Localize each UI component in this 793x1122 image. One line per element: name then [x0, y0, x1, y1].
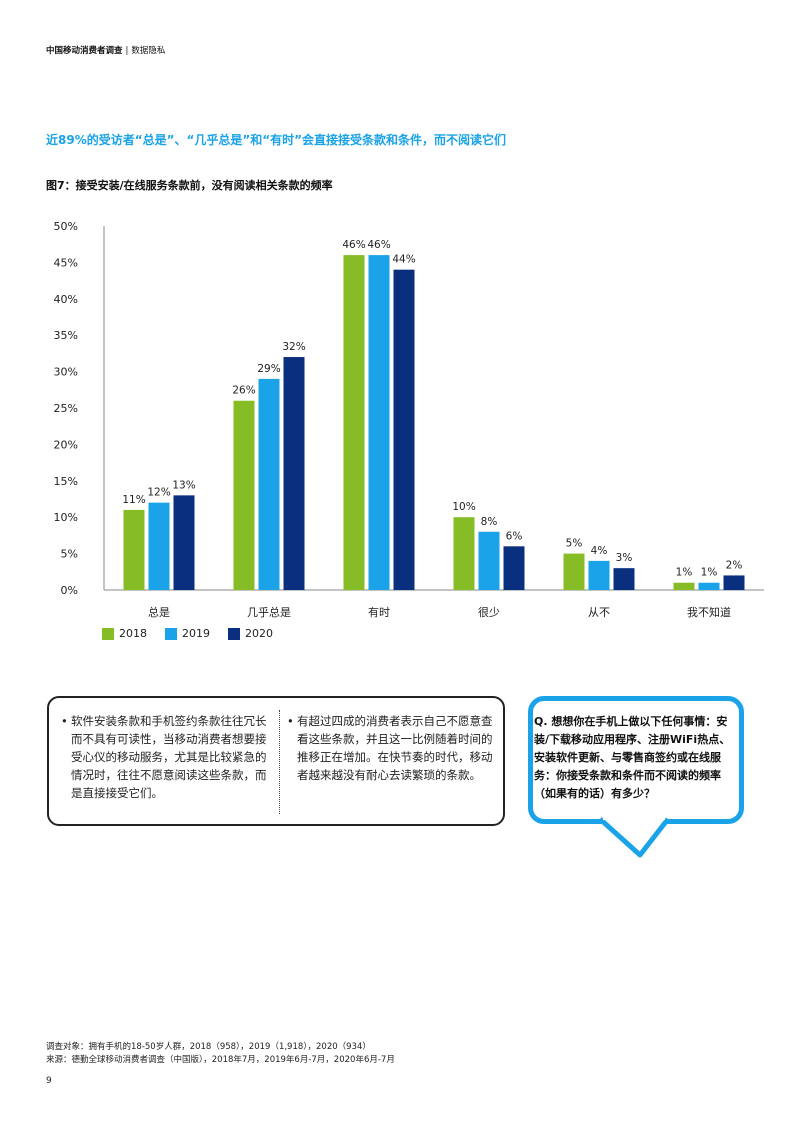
bullet-icon: • [61, 714, 68, 728]
legend-label: 2018 [119, 627, 147, 640]
bar [123, 509, 145, 590]
bar [698, 582, 720, 590]
data-label: 46% [367, 239, 390, 251]
data-label: 32% [282, 341, 305, 353]
y-tick-label: 5% [61, 548, 78, 561]
bar [588, 560, 610, 590]
bar [283, 357, 305, 590]
page-number: 9 [46, 1076, 52, 1086]
x-tick-label: 几乎总是 [247, 605, 291, 619]
data-label: 12% [147, 487, 170, 499]
legend-entry: 2019 [165, 627, 210, 640]
note-divider [279, 710, 280, 814]
data-label: 1% [676, 567, 693, 579]
x-tick-label: 我不知道 [687, 605, 731, 619]
y-tick-label: 20% [54, 438, 78, 451]
headline: 近89%的受访者“总是”、“几乎总是”和“有时”会直接接受条款和条件，而不阅读它… [46, 133, 507, 147]
note-text: 有超过四成的消费者表示自己不愿意查看这些条款，并且这一比例随着时间的推移正在增加… [297, 714, 493, 782]
bar [173, 495, 195, 590]
y-tick-label: 50% [54, 220, 78, 233]
data-label: 13% [172, 479, 195, 491]
x-tick-label: 有时 [368, 605, 390, 619]
data-label: 8% [481, 516, 498, 528]
bar [393, 269, 415, 590]
bar [368, 255, 390, 590]
data-label: 1% [701, 567, 718, 579]
notes-box: • 软件安装条款和手机签约条款往往冗长而不具有可读性，当移动消费者想要接受心仪的… [47, 696, 505, 826]
footnote-line: 来源：德勤全球移动消费者调查（中国版），2018年7月，2019年6月-7月，2… [46, 1055, 395, 1065]
data-label: 10% [452, 501, 475, 513]
question-text: Q. 想想你在手机上做以下任何事情：安装/下载移动应用程序、注册WiFi热点、安… [534, 715, 731, 800]
y-tick-label: 15% [54, 475, 78, 488]
page-header: 中国移动消费者调查 | 数据隐私 [46, 46, 166, 56]
data-label: 11% [122, 494, 145, 506]
x-tick-label: 从不 [588, 606, 610, 619]
data-label: 3% [616, 552, 633, 564]
figure-title: 图7：接受安装/在线服务条款前，没有阅读相关条款的频率 [46, 179, 333, 192]
bar [453, 517, 475, 590]
data-label: 6% [506, 530, 523, 542]
bullet-icon: • [287, 714, 294, 728]
y-tick-label: 30% [54, 366, 78, 379]
data-label: 44% [392, 254, 415, 266]
bar [673, 582, 695, 590]
data-label: 46% [342, 239, 365, 251]
note-item: • 软件安装条款和手机签约条款往往冗长而不具有可读性，当移动消费者想要接受心仪的… [61, 712, 277, 802]
bar [233, 400, 255, 590]
legend-swatch [165, 627, 177, 640]
x-tick-label: 总是 [148, 605, 170, 619]
footnote: 调查对象：拥有手机的18-50岁人群，2018（958），2019（1,918）… [46, 1041, 395, 1067]
data-label: 5% [566, 538, 583, 550]
bar-chart: 0% 5% 10% 15% 20% 25% 30% 35% 40% 45% 50% 11%12%13%… [54, 220, 764, 619]
data-label: 29% [257, 363, 280, 375]
y-tick-label: 25% [54, 402, 78, 415]
bar [723, 575, 745, 590]
chart-legend: 2018 2019 2020 [102, 627, 273, 640]
bar [343, 255, 365, 590]
y-tick-label: 35% [54, 329, 78, 342]
y-tick-label: 45% [54, 256, 78, 269]
bar [563, 553, 585, 590]
bar [258, 378, 280, 590]
legend-swatch [102, 627, 114, 640]
y-tick-label: 40% [54, 293, 78, 306]
legend-label: 2020 [245, 627, 273, 640]
data-label: 2% [726, 559, 743, 571]
header-section: 数据隐私 [131, 46, 166, 56]
y-tick-label: 10% [54, 511, 78, 524]
bar [503, 546, 525, 590]
bar [148, 502, 170, 590]
legend-entry: 2020 [228, 627, 273, 640]
legend-swatch [228, 627, 240, 640]
header-title: 中国移动消费者调查 [46, 46, 123, 56]
note-item: • 有超过四成的消费者表示自己不愿意查看这些条款，并且这一比例随着时间的推移正在… [287, 712, 497, 784]
note-text: 软件安装条款和手机签约条款往往冗长而不具有可读性，当移动消费者想要接受心仪的移动… [71, 714, 267, 800]
bar [613, 568, 635, 590]
legend-entry: 2018 [102, 627, 147, 640]
data-label: 4% [591, 545, 608, 557]
x-tick-label: 很少 [478, 605, 500, 619]
legend-label: 2019 [182, 627, 210, 640]
data-label: 26% [232, 385, 255, 397]
footnote-line: 调查对象：拥有手机的18-50岁人群，2018（958），2019（1,918）… [46, 1042, 371, 1052]
y-tick-label: 0% [61, 584, 78, 597]
bar [478, 531, 500, 590]
